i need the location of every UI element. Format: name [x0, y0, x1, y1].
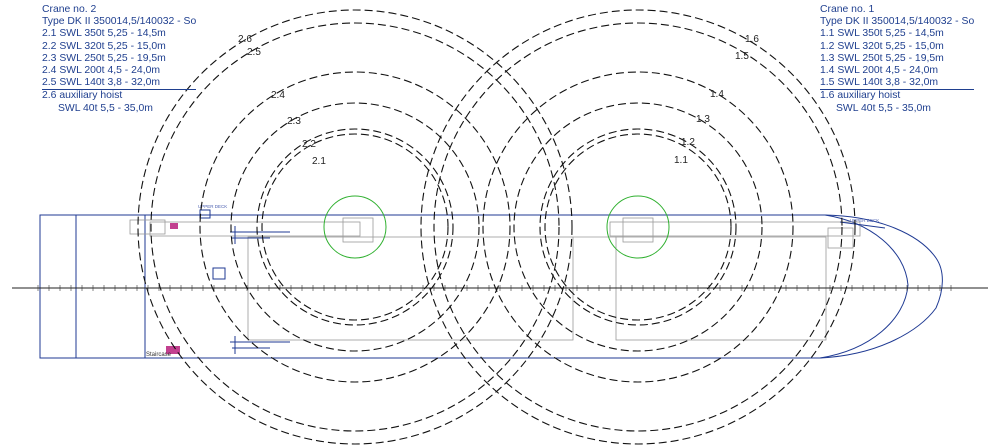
crane-2-entry: 2.4 SWL 200t 4,5 - 24,0m [42, 65, 161, 77]
ring-label-1-2: 1.2 [681, 137, 695, 148]
ring-1-3 [513, 102, 763, 352]
ring-label-2-6: 2.6 [238, 34, 252, 45]
ring-label-1-3: 1.3 [696, 114, 710, 125]
ring-2-6 [137, 9, 573, 445]
crane-2-entry: 2.5 SWL 140t 3,8 - 32,0m [42, 77, 161, 89]
coverage-rings-crane-2 [137, 9, 573, 445]
legend-divider [820, 89, 975, 91]
boom-cable [839, 221, 886, 229]
ring-label-2-5: 2.5 [247, 47, 261, 58]
accent-block-upper [170, 223, 178, 229]
staircase-label: Staircase [146, 352, 172, 358]
crane-2-aux-swl: SWL 40t 5,5 - 35,0m [58, 102, 153, 114]
crane-pedestal-2 [342, 217, 374, 243]
crane-base-2-top [230, 226, 290, 244]
upper-deck-label-left: UPPER DECK [198, 204, 227, 209]
upper-deck-label-right: UPPER DECK [850, 218, 879, 223]
hull-outline [39, 214, 943, 359]
bow-structure [827, 227, 854, 249]
ring-2-1 [261, 133, 449, 321]
crane-2-entry: 2.3 SWL 250t 5,25 - 19,5m [42, 52, 166, 64]
crane-2-entry: 2.2 SWL 320t 5,25 - 15,0m [42, 40, 166, 52]
crane-boom-1 [609, 221, 861, 237]
ring-label-2-4: 2.4 [271, 90, 285, 101]
stern-structure [129, 219, 166, 235]
stern-deckhouse [199, 209, 211, 219]
legend-divider [42, 89, 197, 91]
ring-1-5 [433, 22, 843, 432]
crane-1-entry: 1.3 SWL 250t 5,25 - 19,5m [820, 52, 944, 64]
centerline-ticks [37, 285, 952, 291]
ring-2-5 [150, 22, 560, 432]
ring-label-2-1: 2.1 [312, 156, 326, 167]
ring-label-1-6: 1.6 [745, 34, 759, 45]
ring-label-1-1: 1.1 [674, 155, 688, 166]
accent-block-lower [166, 346, 180, 354]
crane-1-type: Type DK II 350014,5/140032 - So [820, 16, 975, 28]
ring-1-2 [539, 128, 737, 326]
ring-2-3 [230, 102, 480, 352]
crane-1-entry: 1.4 SWL 200t 4,5 - 24,0m [820, 65, 939, 77]
crane-1-entry: 1.2 SWL 320t 5,25 - 15,0m [820, 40, 944, 52]
ring-label-1-5: 1.5 [735, 51, 749, 62]
slew-circle-crane-1 [606, 195, 670, 259]
ring-1-1 [544, 133, 732, 321]
crane-1-legend: Crane no. 1 Type DK II 350014,5/140032 -… [820, 4, 975, 115]
crane-2-aux-title: 2.6 auxiliary hoist [42, 90, 123, 102]
ring-label-2-3: 2.3 [287, 116, 301, 127]
hatch-box [212, 267, 226, 280]
crane-2-type: Type DK II 350014,5/140032 - So [42, 16, 197, 28]
crane-1-title: Crane no. 1 [820, 4, 875, 15]
crane-1-aux-title: 1.6 auxiliary hoist [820, 90, 901, 102]
crane-1-entry: 1.5 SWL 140t 3,8 - 32,0m [820, 77, 939, 89]
ring-2-2 [256, 128, 454, 326]
vessel-hull [39, 214, 943, 359]
bow-inner-line [819, 214, 909, 359]
crane-1-aux-swl: SWL 40t 5,5 - 35,0m [836, 102, 931, 114]
ring-1-6 [420, 9, 856, 445]
ring-labels-crane-1: 1.1 1.2 1.3 1.4 1.5 1.6 [674, 34, 759, 166]
crane-2-legend: Crane no. 2 Type DK II 350014,5/140032 -… [42, 4, 197, 115]
coverage-rings-crane-1 [420, 9, 856, 445]
ring-labels-crane-2: 2.1 2.2 2.3 2.4 2.5 2.6 [238, 34, 326, 167]
crane-base-2-bottom [230, 336, 290, 354]
ring-label-2-2: 2.2 [302, 139, 316, 150]
slew-circle-crane-2 [323, 195, 387, 259]
crane-2-entry: 2.1 SWL 350t 5,25 - 14,5m [42, 28, 166, 40]
machinery-details [199, 209, 886, 354]
crane-boom-2 [149, 221, 361, 237]
ring-label-1-4: 1.4 [710, 89, 724, 100]
crane-1-entry: 1.1 SWL 350t 5,25 - 14,5m [820, 28, 944, 40]
ring-1-4 [482, 71, 794, 383]
crane-2-title: Crane no. 2 [42, 4, 97, 15]
ring-2-4 [199, 71, 511, 383]
crane-pedestal-1 [622, 217, 654, 243]
